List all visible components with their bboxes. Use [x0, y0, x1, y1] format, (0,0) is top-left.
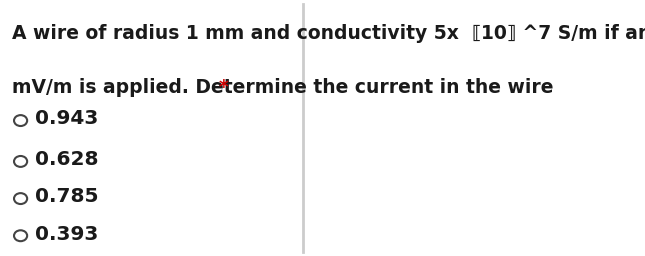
Text: 0.785: 0.785 — [35, 187, 99, 206]
Text: *: * — [219, 79, 229, 98]
Text: 0.628: 0.628 — [35, 150, 99, 169]
Text: A wire of radius 1 mm and conductivity 5x  ⟦10⟧ ^7 S/m if an electric field of 5: A wire of radius 1 mm and conductivity 5… — [12, 24, 645, 43]
Text: 0.393: 0.393 — [35, 225, 98, 244]
Text: mV/m is applied. Determine the current in the wire: mV/m is applied. Determine the current i… — [12, 79, 560, 98]
Text: 0.943: 0.943 — [35, 109, 98, 129]
